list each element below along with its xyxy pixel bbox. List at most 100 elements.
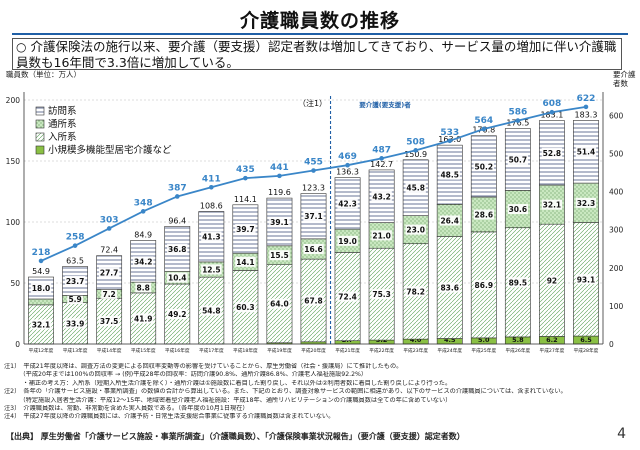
- data-label-bg: [405, 286, 426, 297]
- data-label-visit: 50.2: [475, 162, 494, 171]
- total-label: 114.1: [234, 195, 257, 204]
- total-label: 142.7: [370, 160, 393, 169]
- total-label: 119.6: [268, 188, 291, 197]
- line-point: [140, 209, 146, 214]
- data-label-day: 16.6: [304, 245, 323, 254]
- x-tick-label: 平成23年度: [403, 347, 428, 354]
- line-point: [243, 175, 248, 181]
- data-label-residential: 92: [547, 276, 557, 285]
- y-tick-label: 0: [15, 340, 20, 349]
- data-label-residential: 32.1: [32, 320, 51, 329]
- y2-tick-label: 500: [609, 149, 624, 158]
- data-label-bg: [235, 302, 256, 313]
- title-underline: [12, 33, 628, 35]
- x-tick-label: 平成13年度: [63, 347, 88, 354]
- data-label-day: 12.5: [202, 266, 221, 275]
- data-label-residential: 54.8: [202, 307, 221, 316]
- data-label-visit: 51.4: [577, 148, 596, 157]
- line-point: [209, 185, 214, 190]
- data-label-day: 21.0: [372, 231, 391, 240]
- legend-label: 入所系: [48, 132, 77, 143]
- data-label-bg: [473, 161, 494, 172]
- data-label-visit: 37.1: [304, 212, 323, 221]
- data-label-bg: [167, 243, 188, 254]
- data-label-bg: [546, 275, 558, 286]
- x-tick-label: 平成18年度: [233, 347, 258, 354]
- data-label-bg: [473, 209, 494, 220]
- y-tick-label: 100: [6, 218, 21, 227]
- data-label-visit: 39.1: [270, 218, 289, 227]
- data-label-day: 15.5: [270, 251, 289, 260]
- data-label-bg: [235, 224, 256, 235]
- line-point: [38, 258, 44, 264]
- data-label-visit: 42.3: [338, 199, 357, 208]
- note-line: （平成20年までは100%の回収率 → (例)平成28年の回収率：訪問介護90.…: [4, 371, 368, 379]
- x-tick-label: 平成17年度: [199, 347, 224, 354]
- total-label: 136.3: [336, 168, 359, 177]
- data-label-day: 8.8: [137, 284, 150, 293]
- data-label-small: 4.0: [410, 336, 422, 344]
- x-tick-label: 平成15年度: [131, 347, 156, 354]
- data-label-residential: 67.8: [304, 296, 323, 305]
- data-label-bg: [201, 264, 222, 275]
- legend-label: 通所系: [48, 119, 77, 130]
- data-label-day: 30.6: [509, 205, 528, 214]
- y2-axis-label: 者数: [613, 78, 628, 88]
- data-label-bg: [98, 316, 120, 327]
- line-value-label: 533: [440, 128, 459, 138]
- data-label-bg: [439, 169, 460, 180]
- data-label-residential: 33.9: [66, 319, 85, 328]
- data-label-bg: [303, 243, 324, 254]
- y-tick-label: 150: [6, 157, 21, 166]
- data-label-residential: 93.1: [577, 275, 596, 284]
- data-label-bg: [507, 204, 529, 215]
- data-label-small: 6.5: [580, 336, 592, 344]
- line-value-label: 508: [406, 137, 425, 147]
- data-label-bg: [30, 319, 52, 330]
- line-point: [174, 194, 180, 199]
- data-label-bg: [98, 267, 120, 278]
- data-label-bg: [235, 256, 256, 267]
- total-label: 183.1: [540, 111, 563, 120]
- data-label-visit: 43.2: [372, 192, 391, 201]
- note-line: 注4） 平成27年度以降の介護職員数には、介護予防・日常生活支援総合事業に従事す…: [4, 413, 335, 421]
- data-label-bg: [64, 318, 86, 329]
- y2-tick-label: 300: [609, 226, 624, 235]
- data-label-bg: [64, 275, 86, 286]
- data-label-day: 32.1: [543, 201, 562, 210]
- data-label-visit: 50.7: [509, 155, 528, 164]
- x-tick-label: 平成21年度: [335, 347, 360, 354]
- data-label-bg: [269, 216, 290, 227]
- data-label-bg: [507, 154, 529, 165]
- data-label-day: 7.2: [102, 290, 115, 299]
- y2-tick-label: 200: [609, 264, 624, 273]
- source-citation: 【出典】 厚生労働省「介護サービス施設・事業所調査」（介護職員数）、「介護保険事…: [6, 432, 465, 441]
- data-label-residential: 41.9: [134, 314, 153, 323]
- data-label-visit: 45.8: [406, 184, 425, 193]
- data-label-bg: [473, 279, 494, 290]
- data-label-residential: 89.5: [509, 278, 528, 287]
- data-label-visit: 41.3: [202, 233, 221, 242]
- data-label-bg: [101, 288, 118, 299]
- line-value-label: 487: [372, 145, 391, 155]
- line-value-label: 564: [474, 116, 493, 126]
- data-label-residential: 49.2: [168, 310, 187, 319]
- y2-axis-label: 要介護: [613, 70, 636, 79]
- summary-box: ○ 介護保険法の施行以来、要介護（要支援）認定者数は増加してきており、サービス量…: [12, 38, 622, 70]
- line-value-label: 435: [236, 165, 255, 175]
- note-line: 注2） 各年の「介護サービス施設・事業所調査」の数値の合計から算出している。また…: [4, 388, 567, 396]
- line-value-label: 348: [134, 198, 153, 208]
- data-label-day: 14.1: [236, 258, 255, 267]
- data-label-residential: 75.3: [372, 290, 391, 299]
- line-value-label: 441: [270, 163, 289, 173]
- y2-tick-label: 600: [609, 111, 624, 120]
- total-label: 96.4: [168, 216, 186, 225]
- line-point: [311, 168, 316, 173]
- data-label-residential: 78.2: [406, 287, 425, 296]
- data-label-bg: [371, 230, 392, 241]
- data-label-bg: [371, 289, 392, 300]
- x-tick-label: 平成28年度: [574, 347, 599, 354]
- data-label-bg: [405, 182, 426, 193]
- note-line: 注1） 平成21年度以降は、調査方法の変更による回収率変動等の影響を受けているこ…: [4, 363, 403, 370]
- data-label-residential: 83.6: [440, 284, 459, 293]
